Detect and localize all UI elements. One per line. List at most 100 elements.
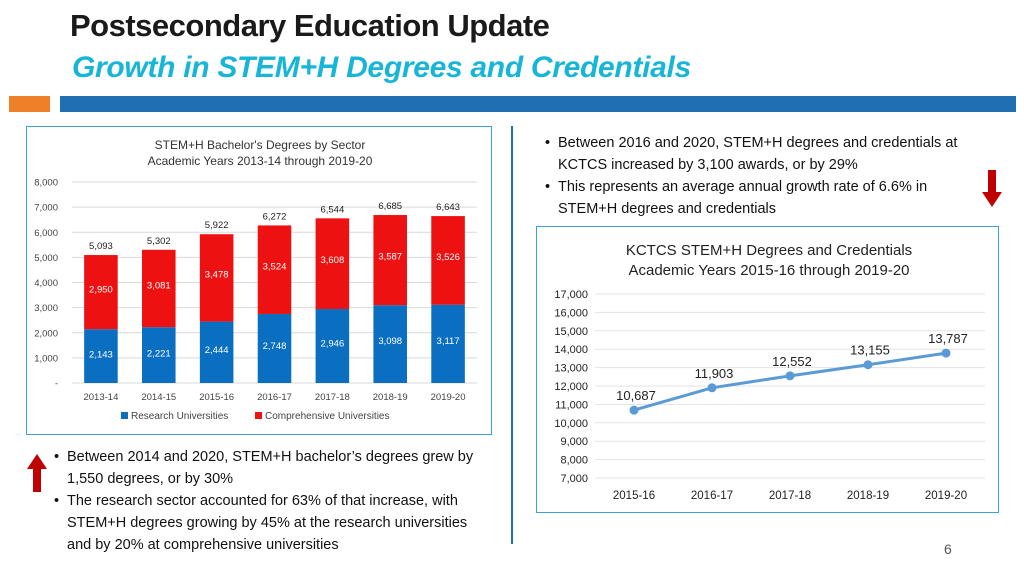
bar-y-tick-label: 5,000	[34, 253, 58, 264]
bar-y-tick-label: 1,000	[34, 353, 58, 364]
line-y-tick-label: 12,000	[554, 381, 588, 393]
line-point	[629, 405, 639, 415]
bar-comprehensive	[315, 218, 350, 309]
bar-y-tick-label: 4,000	[34, 278, 58, 289]
bar-comprehensive-label: 3,081	[147, 281, 171, 292]
bar-research	[84, 329, 118, 383]
bar-research-label: 3,117	[437, 336, 460, 347]
down-arrow-head	[982, 192, 1002, 207]
line-y-tick-label: 9,000	[560, 436, 588, 448]
line-x-tick-label: 2017-18	[769, 490, 811, 502]
line-y-tick-label: 14,000	[554, 344, 588, 356]
line-y-tick-label: 16,000	[554, 307, 588, 319]
line-point-label: 12,552	[772, 354, 812, 369]
bar-research	[257, 313, 292, 383]
bar-comprehensive-label: 3,478	[205, 270, 229, 281]
up-arrow-shaft	[33, 468, 41, 492]
slide-subtitle: Growth in STEM+H Degrees and Credentials	[72, 51, 691, 84]
up-arrow-icon	[27, 454, 47, 492]
bar-comprehensive-label: 2,950	[89, 284, 113, 295]
line-point-label: 13,155	[850, 343, 890, 358]
line-point-label: 10,687	[616, 388, 656, 403]
bullets-bottom: Between 2014 and 2020, STEM+H bachelor’s…	[54, 446, 494, 556]
bar-y-tick-label: 3,000	[34, 303, 58, 314]
bar-research-label: 2,946	[320, 338, 344, 349]
slide-title: Postsecondary Education Update	[70, 8, 550, 43]
bullets-top: Between 2016 and 2020, STEM+H degrees an…	[545, 132, 985, 220]
bar-research-label: 2,143	[89, 349, 113, 360]
bar-research-label: 2,221	[147, 348, 171, 359]
bar-y-tick-label: 7,000	[34, 203, 58, 214]
bar-x-tick-label: 2018-19	[373, 392, 408, 403]
line-chart-title: KCTCS STEM+H Degrees and Credentials	[626, 242, 912, 259]
bar-comprehensive	[431, 216, 465, 305]
bar-research	[142, 327, 176, 383]
line-y-tick-label: 7,000	[560, 473, 588, 485]
bar-total-label: 5,302	[147, 236, 171, 247]
bar-total-label: 5,922	[205, 220, 229, 231]
bar-y-tick-label: 2,000	[34, 328, 58, 339]
bar-x-tick-label: 2015-16	[199, 392, 234, 403]
line-point	[707, 383, 717, 393]
bullet-bottom-1: Between 2014 and 2020, STEM+H bachelor’s…	[54, 446, 494, 490]
line-y-tick-label: 10,000	[554, 418, 588, 430]
line-chart-subtitle: Academic Years 2015-16 through 2019-20	[628, 262, 909, 279]
line-x-tick-label: 2018-19	[847, 490, 889, 502]
bullet-top-2: This represents an average annual growth…	[545, 176, 985, 220]
bullet-top-1: Between 2016 and 2020, STEM+H degrees an…	[545, 132, 985, 176]
bar-comprehensive	[199, 234, 234, 322]
line-x-tick-label: 2016-17	[691, 490, 733, 502]
vertical-divider	[511, 126, 513, 544]
line-x-tick-label: 2019-20	[925, 490, 967, 502]
bar-x-tick-label: 2017-18	[315, 392, 350, 403]
bar-y-tick-label: 8,000	[34, 178, 58, 189]
legend-label-research: Research Universities	[131, 411, 228, 422]
legend-swatch-comprehensive	[255, 412, 262, 419]
bar-total-label: 6,643	[436, 202, 460, 213]
legend-label-comprehensive: Comprehensive Universities	[265, 411, 390, 422]
down-arrow-shaft	[988, 170, 996, 193]
bar-research	[199, 321, 234, 383]
bar-research	[373, 305, 407, 383]
line-y-tick-label: 8,000	[560, 455, 588, 467]
bar-comprehensive	[84, 255, 118, 330]
bar-research-label: 3,098	[378, 336, 402, 347]
line-point	[941, 348, 951, 358]
bar-x-tick-label: 2016-17	[257, 392, 292, 403]
stacked-bar-chart: STEM+H Bachelor's Degrees by Sector Acade…	[34, 138, 477, 422]
bar-comprehensive-label: 3,526	[436, 252, 460, 263]
accent-bar-blue	[60, 96, 1016, 112]
accent-bar-orange	[9, 96, 50, 112]
line-y-tick-label: 15,000	[554, 326, 588, 338]
legend-swatch-research	[121, 412, 128, 419]
bar-comprehensive-label: 3,587	[378, 252, 402, 263]
bar-research	[431, 304, 465, 383]
line-point	[785, 371, 795, 381]
bar-x-tick-label: 2013-14	[83, 392, 118, 403]
bar-research	[315, 308, 350, 383]
bar-total-label: 6,272	[263, 211, 287, 222]
bar-chart-title: STEM+H Bachelor's Degrees by Sector	[155, 138, 366, 152]
up-arrow-head	[27, 454, 47, 469]
line-point-label: 13,787	[928, 331, 968, 346]
bar-comprehensive	[373, 215, 407, 306]
bar-comprehensive	[142, 249, 176, 328]
bar-x-tick-label: 2019-20	[431, 392, 466, 403]
bullet-bottom-2: The research sector accounted for 63% of…	[54, 490, 494, 556]
line-x-tick-label: 2015-16	[613, 490, 655, 502]
bar-total-label: 6,685	[378, 201, 402, 212]
bar-x-tick-label: 2014-15	[141, 392, 176, 403]
bar-research-label: 2,444	[205, 345, 229, 356]
line-point	[863, 360, 873, 370]
bar-comprehensive	[257, 225, 292, 314]
page-number: 6	[944, 541, 952, 557]
line-y-tick-label: 17,000	[554, 289, 588, 301]
line-chart: KCTCS STEM+H Degrees and Credentials Acad…	[554, 242, 985, 502]
down-arrow-icon	[982, 170, 1002, 207]
bar-y-tick-label: 6,000	[34, 228, 58, 239]
bar-chart-panel: STEM+H Bachelor's Degrees by Sector Acade…	[26, 126, 492, 435]
bar-y-tick-label: -	[55, 379, 58, 390]
line-y-tick-label: 11,000	[555, 399, 588, 411]
bar-comprehensive-label: 3,608	[320, 255, 344, 266]
bar-chart-subtitle: Academic Years 2013-14 through 2019-20	[148, 154, 373, 168]
